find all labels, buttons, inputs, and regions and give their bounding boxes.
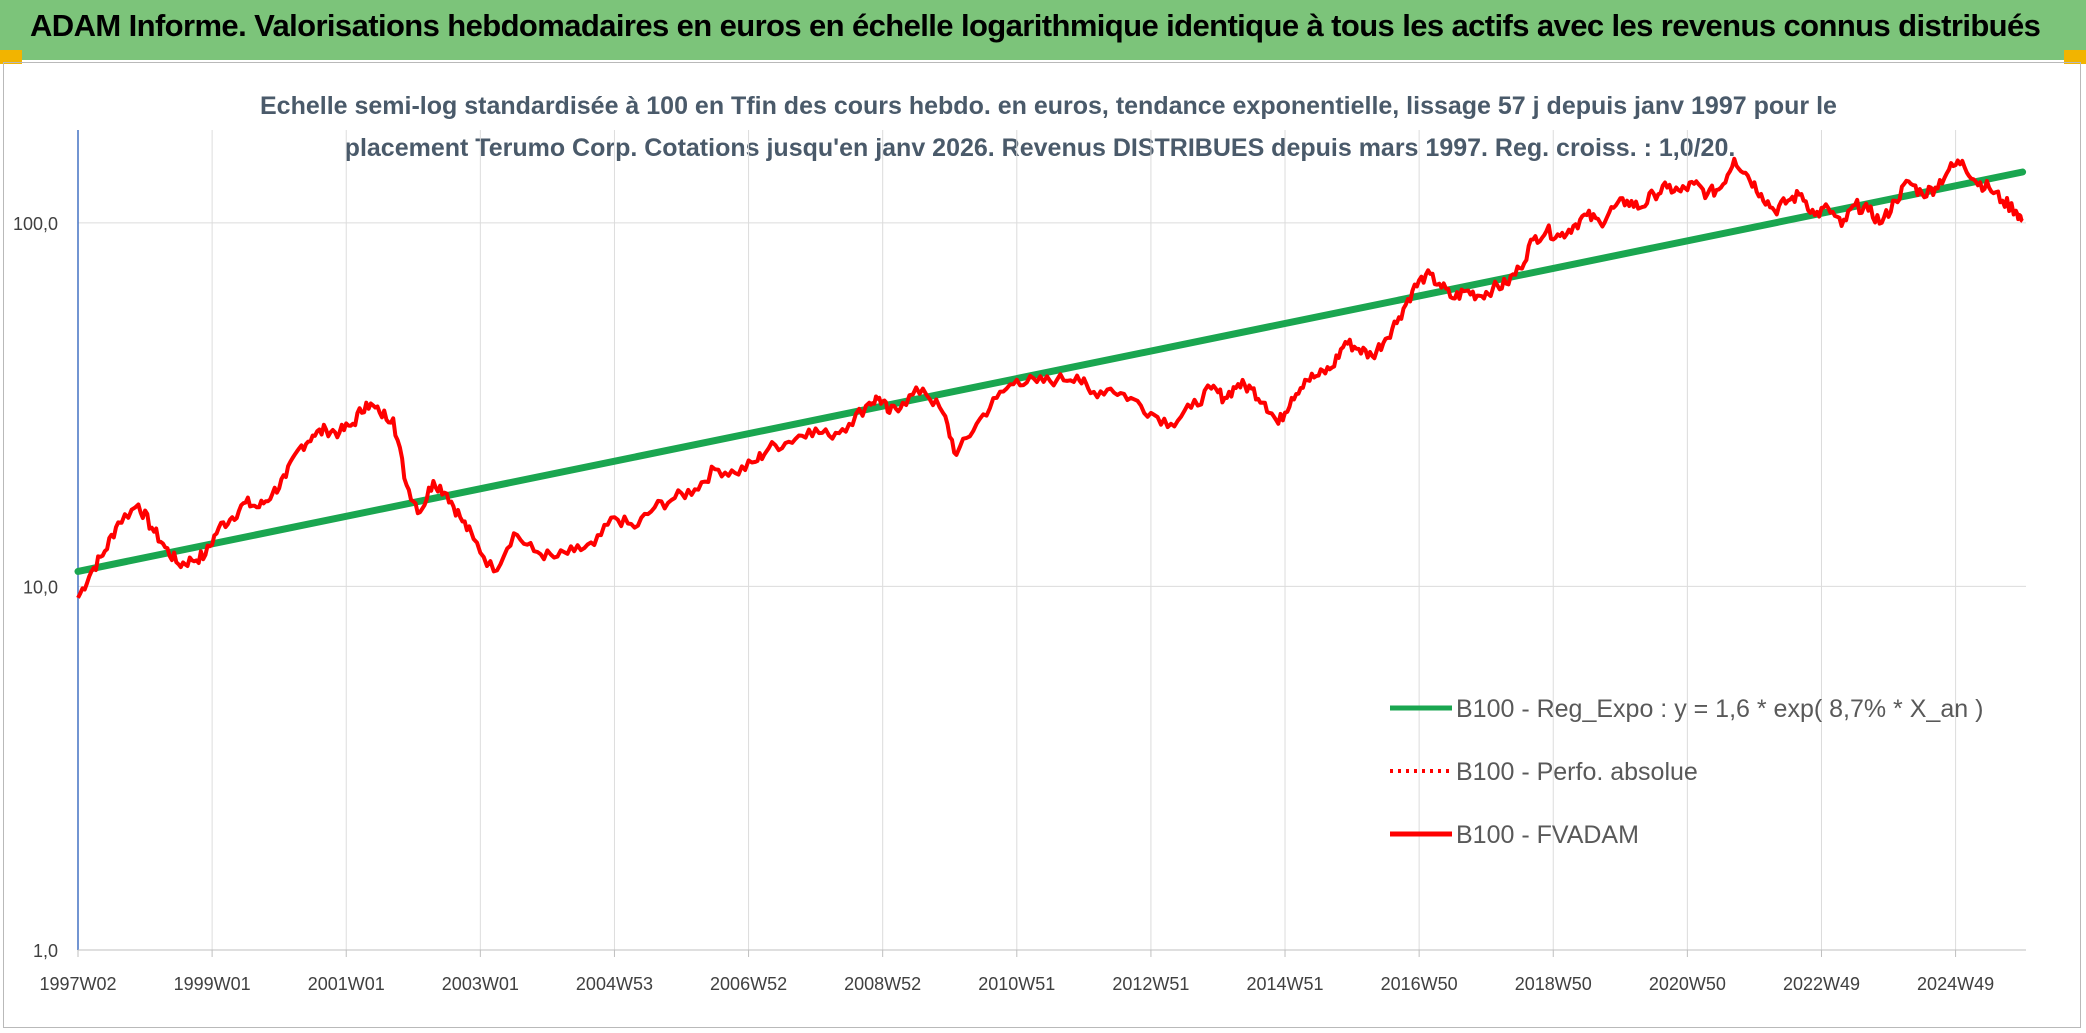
x-tick-label: 2020W50	[1649, 974, 1726, 994]
chart-title-line-1: Echelle semi-log standardisée à 100 en T…	[260, 92, 1837, 120]
y-tick-label: 10,0	[23, 577, 58, 597]
chart-title-line-2: placement Terumo Corp. Cotations jusqu'e…	[344, 134, 1736, 162]
series-line-fvadam	[76, 156, 2024, 599]
x-tick-label: 2022W49	[1783, 974, 1860, 994]
x-tick-label: 2010W51	[978, 974, 1055, 994]
legend-label: B100 - Perfo. absolue	[1456, 758, 1698, 786]
x-tick-label: 1999W01	[174, 974, 251, 994]
page-title: ADAM Informe. Valorisations hebdomadaire…	[30, 8, 2041, 43]
x-tick-label: 2012W51	[1112, 974, 1189, 994]
y-tick-label: 1,0	[33, 941, 58, 961]
legend-label: B100 - FVADAM	[1456, 821, 1639, 849]
x-tick-label: 2004W53	[576, 974, 653, 994]
series-line-reg-expo	[74, 168, 2027, 575]
corner-marker	[2064, 50, 2086, 64]
x-tick-label: 2024W49	[1917, 974, 1994, 994]
x-tick-label: 2018W50	[1515, 974, 1592, 994]
x-tick-label: 1997W02	[39, 974, 116, 994]
x-tick-label: 2001W01	[308, 974, 385, 994]
x-tick-label: 2016W50	[1381, 974, 1458, 994]
chart-frame	[3, 62, 2081, 1028]
header-banner: ADAM Informe. Valorisations hebdomadaire…	[0, 0, 2086, 60]
x-tick-label: 2003W01	[442, 974, 519, 994]
x-tick-label: 2014W51	[1246, 974, 1323, 994]
x-tick-label: 2006W52	[710, 974, 787, 994]
corner-marker	[0, 50, 22, 64]
x-tick-label: 2008W52	[844, 974, 921, 994]
legend-label: B100 - Reg_Expo : y = 1,6 * exp( 8,7% * …	[1456, 695, 1983, 723]
y-tick-label: 100,0	[13, 214, 58, 234]
